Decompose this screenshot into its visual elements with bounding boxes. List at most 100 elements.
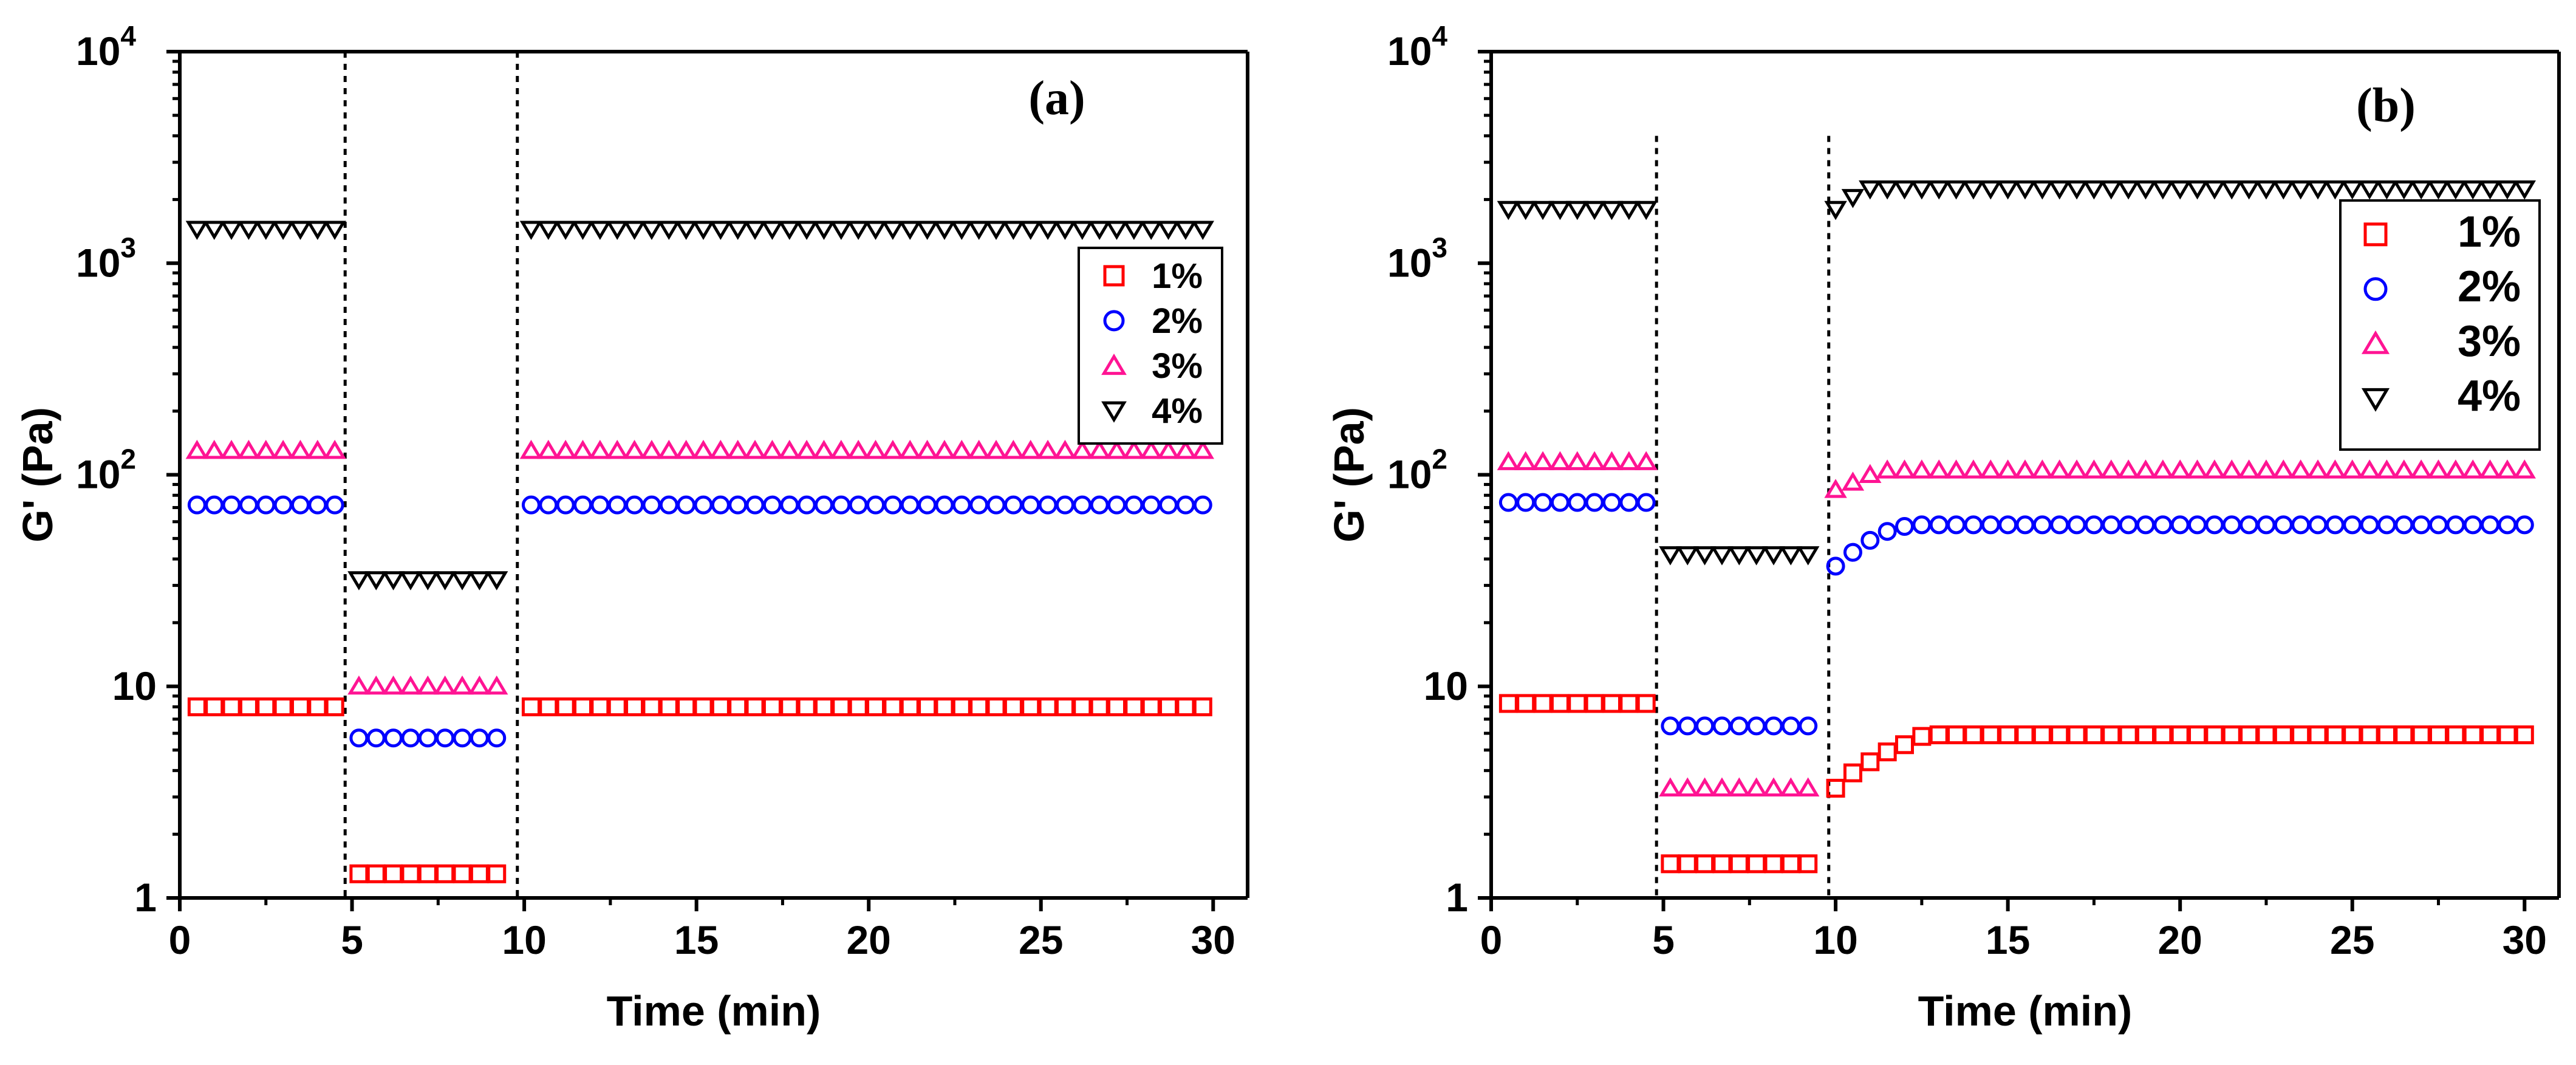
data-point — [468, 571, 491, 591]
data-point — [1055, 697, 1074, 716]
data-point — [1710, 777, 1734, 796]
data-point — [915, 439, 939, 459]
data-point — [2082, 459, 2106, 479]
data-point — [2377, 725, 2396, 745]
data-point — [2084, 725, 2103, 745]
data-point — [2513, 459, 2536, 479]
data-point — [1191, 439, 1214, 459]
data-point — [1781, 716, 1800, 736]
data-point — [2427, 180, 2450, 200]
data-point — [1139, 221, 1163, 240]
x-tick-label: 15 — [1986, 917, 2030, 962]
data-point — [1636, 493, 1656, 512]
y-tick-label: 103 — [1387, 231, 1447, 285]
data-point — [2032, 515, 2052, 535]
data-point — [2255, 180, 2278, 200]
data-point — [256, 495, 276, 515]
data-point — [1568, 493, 1587, 512]
data-point — [1176, 495, 1195, 515]
data-point — [780, 697, 799, 716]
data-point — [2257, 515, 2276, 535]
data-point — [814, 697, 833, 716]
data-point — [1929, 515, 1949, 535]
data-point — [659, 697, 678, 716]
data-point — [1618, 200, 1641, 221]
legend-label: 4% — [1152, 391, 1203, 431]
data-point — [1799, 716, 1818, 736]
data-point — [2117, 459, 2140, 479]
data-point — [711, 697, 730, 716]
data-point — [1964, 725, 1983, 745]
data-point — [1038, 697, 1057, 716]
legend-marker — [1101, 353, 1127, 375]
data-point — [239, 697, 258, 716]
data-point — [1877, 522, 1897, 541]
data-point — [1531, 200, 1554, 221]
y-tick-label: 104 — [76, 20, 136, 74]
data-point — [2393, 180, 2416, 200]
data-point — [1876, 180, 1899, 200]
data-point — [1533, 493, 1553, 512]
data-point — [273, 495, 293, 515]
data-point — [187, 495, 207, 515]
data-point — [2463, 515, 2482, 535]
data-point — [2478, 459, 2502, 479]
data-point — [571, 221, 595, 240]
panel-label: (a) — [1028, 72, 1085, 125]
data-point — [2291, 725, 2311, 745]
data-point — [2065, 459, 2088, 479]
data-point — [537, 221, 560, 240]
data-point — [1548, 200, 1572, 221]
data-point — [519, 439, 543, 459]
data-point — [1659, 546, 1682, 566]
data-point — [2289, 180, 2312, 200]
data-point — [1998, 515, 2018, 535]
data-point — [1107, 697, 1127, 716]
data-point — [1727, 546, 1751, 566]
data-point — [185, 221, 209, 240]
data-point — [2411, 515, 2431, 535]
data-point — [2429, 725, 2448, 745]
data-point — [2358, 459, 2381, 479]
data-point — [1021, 697, 1040, 716]
data-point — [694, 697, 713, 716]
series-3% — [185, 439, 1214, 695]
data-point — [2134, 180, 2157, 200]
data-point — [659, 495, 678, 515]
data-point — [2014, 459, 2037, 479]
data-point — [1550, 694, 1570, 713]
data-point — [1826, 556, 1845, 576]
data-point — [830, 439, 853, 459]
data-point — [1659, 777, 1682, 796]
data-point — [812, 221, 836, 240]
data-point — [2515, 725, 2534, 745]
data-point — [2067, 725, 2086, 745]
data-point — [1514, 200, 1537, 221]
data-point — [795, 221, 818, 240]
data-point — [1583, 200, 1606, 221]
data-point — [709, 439, 733, 459]
data-point — [2153, 725, 2173, 745]
data-point — [453, 864, 472, 883]
data-point — [2032, 725, 2052, 745]
data-point — [2153, 515, 2173, 535]
data-point — [451, 675, 474, 695]
data-point — [2151, 459, 2175, 479]
data-point — [2220, 459, 2243, 479]
data-point — [728, 697, 748, 716]
data-point — [2461, 180, 2484, 200]
data-point — [1912, 515, 1932, 535]
data-point — [743, 439, 767, 459]
data-point — [694, 495, 713, 515]
data-point — [780, 495, 799, 515]
data-point — [418, 728, 437, 748]
data-point — [1600, 451, 1624, 470]
data-point — [728, 495, 748, 515]
data-point — [1944, 459, 1968, 479]
legend-label: 2% — [1152, 301, 1203, 341]
data-point — [1055, 495, 1074, 515]
data-point — [205, 697, 224, 716]
data-point — [2168, 180, 2192, 200]
data-point — [677, 697, 696, 716]
data-point — [985, 439, 1008, 459]
